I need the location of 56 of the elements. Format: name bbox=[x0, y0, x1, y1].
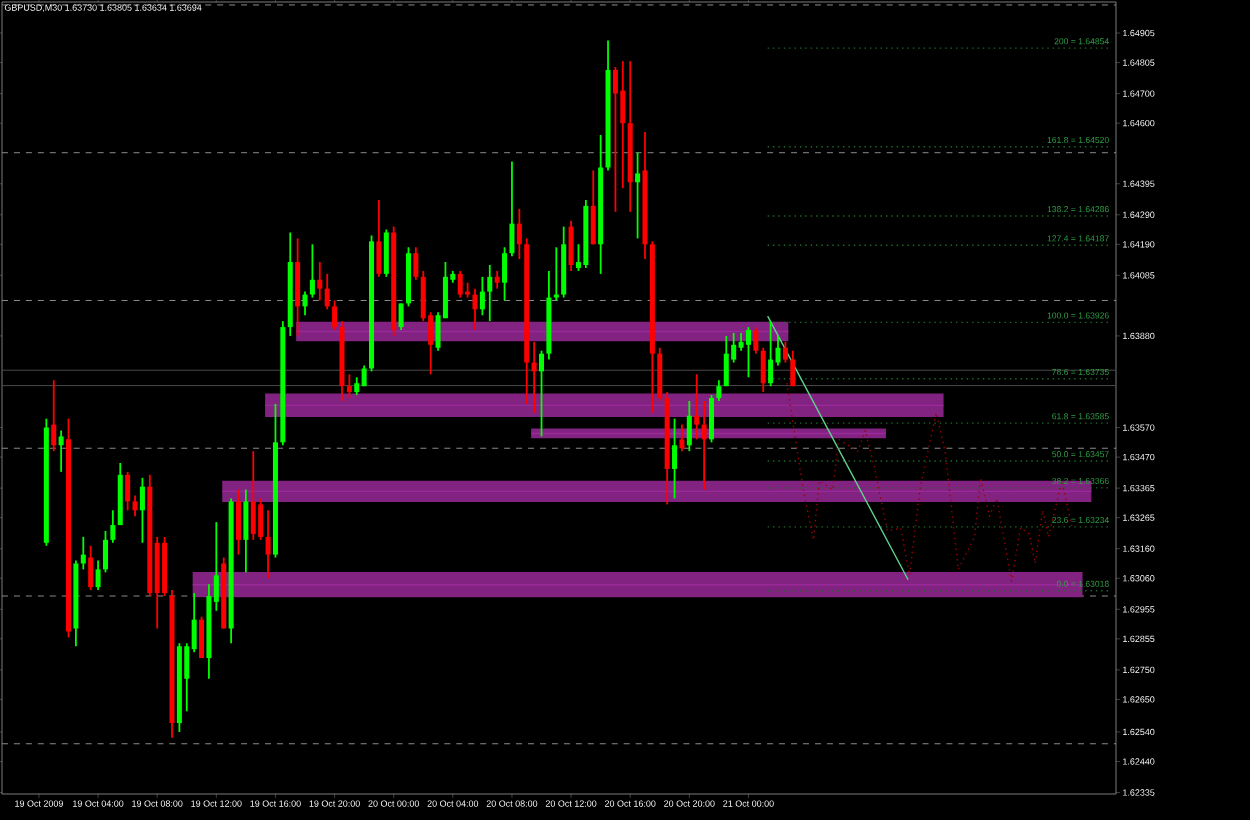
candlestick bbox=[782, 340, 788, 364]
candlestick bbox=[413, 246, 419, 281]
candlestick bbox=[383, 228, 389, 278]
candlestick bbox=[760, 346, 766, 393]
candlestick bbox=[51, 379, 57, 453]
candlestick bbox=[376, 199, 382, 278]
candlestick bbox=[243, 488, 249, 574]
candlestick bbox=[58, 429, 64, 473]
candlestick bbox=[250, 450, 256, 541]
candlestick bbox=[635, 151, 641, 240]
candlestick bbox=[317, 261, 323, 302]
candlestick bbox=[620, 60, 626, 190]
candlestick bbox=[110, 509, 116, 544]
candlestick bbox=[539, 349, 545, 438]
candlestick bbox=[768, 320, 774, 388]
candlestick bbox=[199, 615, 205, 659]
candlestick bbox=[657, 346, 663, 402]
candlestick bbox=[139, 476, 145, 544]
candlestick bbox=[295, 237, 301, 337]
candlestick bbox=[716, 379, 722, 402]
candlestick bbox=[672, 417, 678, 500]
candlestick bbox=[332, 299, 338, 331]
candlestick bbox=[125, 470, 131, 512]
candlestick bbox=[509, 160, 515, 258]
candlestick bbox=[88, 544, 94, 591]
candlestick bbox=[694, 373, 700, 441]
candlestick bbox=[708, 394, 715, 444]
candlestick bbox=[516, 207, 522, 260]
candlestick bbox=[346, 373, 352, 399]
candlestick bbox=[753, 326, 759, 355]
candlestick bbox=[479, 275, 485, 317]
candlestick bbox=[265, 509, 271, 580]
candlestick bbox=[472, 287, 478, 331]
candlestick bbox=[590, 169, 596, 246]
candlestick bbox=[324, 272, 330, 311]
candlestick bbox=[701, 400, 707, 491]
candlestick bbox=[487, 264, 493, 323]
candlestick bbox=[132, 494, 138, 518]
candlestick bbox=[745, 326, 751, 379]
candlestick bbox=[102, 530, 108, 574]
candlestick bbox=[502, 246, 508, 302]
candlestick bbox=[679, 423, 685, 453]
candlestick bbox=[568, 219, 574, 272]
candlestick bbox=[723, 335, 729, 388]
candlestick bbox=[258, 497, 264, 541]
candlestick bbox=[686, 400, 692, 453]
candlestick bbox=[553, 246, 559, 302]
candlestick bbox=[790, 349, 796, 388]
candlestick bbox=[309, 243, 315, 299]
line-series bbox=[786, 382, 1073, 582]
candlestick bbox=[302, 290, 308, 317]
candlestick bbox=[457, 270, 463, 299]
candlestick bbox=[235, 488, 242, 556]
candlestick bbox=[95, 559, 101, 591]
candlestick bbox=[612, 66, 618, 213]
candlestick bbox=[398, 302, 404, 331]
